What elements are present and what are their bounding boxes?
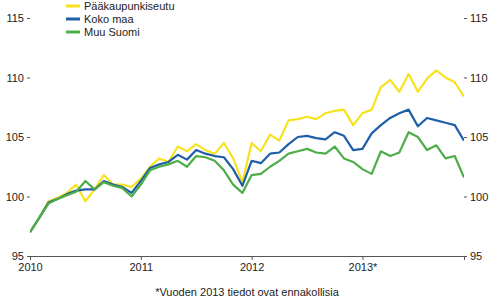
y-left-tick-label: 95 [12, 250, 24, 262]
x-tick: 2013* [349, 256, 378, 273]
y-left-tick-label: 110 [6, 72, 24, 84]
y-left-tick-label: 100 [6, 191, 24, 203]
y-left-tick-mark [27, 137, 30, 138]
legend-swatch [66, 18, 80, 21]
y-left-tick: 110 [6, 72, 30, 84]
y-right-tick-label: 110 [470, 72, 488, 84]
y-left-tick-mark [27, 256, 30, 257]
x-tick-mark [30, 256, 31, 260]
series-line [30, 110, 464, 233]
x-tick-label: 2011 [129, 261, 153, 273]
y-left-tick: 105 [6, 131, 30, 143]
legend-label: Koko maa [84, 13, 134, 25]
y-right-tick-label: 115 [470, 12, 488, 24]
y-right-tick: 105 [464, 131, 488, 143]
chart: 2010 2011 2012 2013* 95 100 105 110 115 95 100 105 1… [0, 0, 494, 304]
x-tick-label: 2012 [240, 261, 264, 273]
y-right-tick-mark [464, 78, 467, 79]
y-left-tick-mark [27, 197, 30, 198]
footnote: *Vuoden 2013 tiedot ovat ennakollisia [155, 286, 340, 298]
y-right-axis-line [465, 19, 468, 257]
y-right-tick-label: 100 [470, 191, 488, 203]
y-right-tick-mark [464, 137, 467, 138]
legend-swatch [66, 31, 80, 34]
y-left-tick: 115 [6, 12, 30, 24]
x-axis: 2010 2011 2012 2013* [18, 256, 464, 273]
x-tick: 2012 [240, 256, 264, 273]
y-right-axis: 95 100 105 110 115 [464, 12, 488, 262]
plot: 2010 2011 2012 2013* 95 100 105 110 115 95 100 105 1… [6, 0, 489, 273]
series-line [30, 70, 464, 232]
y-left-tick-label: 105 [6, 131, 24, 143]
y-left-tick: 95 [12, 250, 30, 262]
y-right-tick-label: 105 [470, 131, 488, 143]
y-left-tick: 100 [6, 191, 30, 203]
y-left-axis-line [27, 19, 31, 257]
y-right-tick-mark [464, 197, 467, 198]
legend-label: Pääkaupunkiseutu [84, 0, 175, 12]
y-right-tick: 110 [464, 72, 488, 84]
x-tick-label: 2010 [18, 261, 42, 273]
x-tick: 2011 [129, 256, 153, 273]
legend: PääkaupunkiseutuKoko maaMuu Suomi [66, 0, 175, 38]
y-right-tick-mark [464, 256, 467, 257]
legend-label: Muu Suomi [84, 26, 140, 38]
x-tick-label: 2013* [349, 261, 378, 273]
lines [30, 70, 464, 232]
x-tick-mark [141, 256, 142, 260]
x-tick-mark [362, 256, 363, 260]
x-tick-mark [252, 256, 253, 260]
y-left-tick-mark [27, 78, 30, 79]
y-right-tick: 100 [464, 191, 488, 203]
y-right-tick: 95 [464, 250, 482, 262]
y-right-tick-label: 95 [470, 250, 482, 262]
y-left-tick-mark [27, 18, 30, 19]
y-right-tick-mark [464, 18, 467, 19]
y-left-tick-label: 115 [6, 12, 24, 24]
y-left-axis: 95 100 105 110 115 [6, 12, 31, 262]
y-right-tick: 115 [464, 12, 488, 24]
series-line [30, 132, 464, 232]
legend-swatch [66, 5, 80, 8]
x-axis-line [31, 257, 465, 261]
